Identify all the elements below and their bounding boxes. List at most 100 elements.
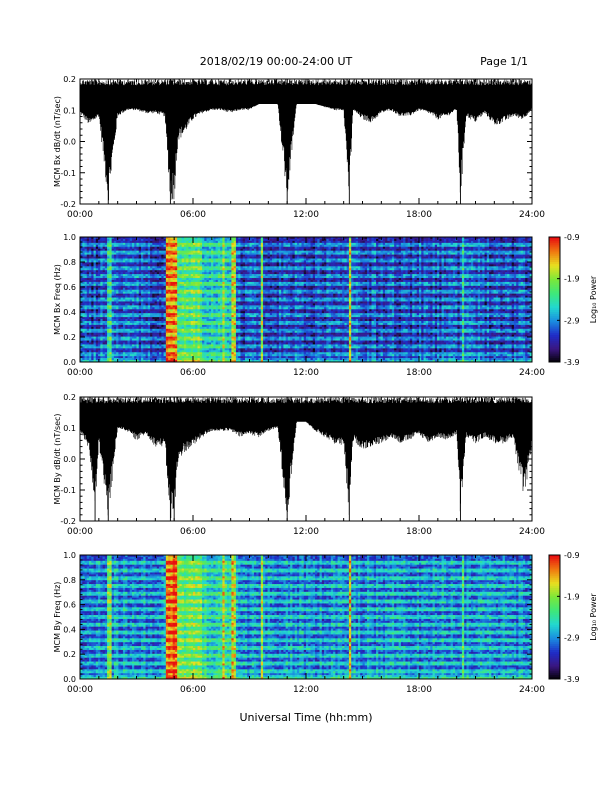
spectrogram-cell — [179, 278, 182, 280]
spectrogram-cell — [109, 260, 112, 262]
spectrogram-cell — [100, 341, 103, 343]
spectrogram-cell — [116, 339, 119, 341]
spectrogram-cell — [211, 342, 214, 344]
spectrogram-cell — [198, 292, 201, 294]
spectrogram-cell — [105, 303, 108, 305]
spectrogram-cell — [159, 255, 162, 257]
spectrogram-cell — [141, 255, 144, 257]
spectrogram-cell — [94, 311, 97, 313]
spectrogram-cell — [100, 278, 103, 280]
spectrogram-cell — [159, 356, 162, 358]
spectrogram-cell — [150, 264, 153, 266]
spectrogram-cell — [107, 249, 110, 251]
spectrogram-cell — [127, 300, 130, 302]
spectrogram-cell — [121, 331, 124, 333]
spectrogram-cell — [204, 323, 207, 325]
spectrogram-cell — [170, 294, 173, 296]
spectrogram-cell — [213, 303, 216, 305]
spectrogram-cell — [87, 333, 90, 335]
spectrogram-cell — [234, 319, 237, 321]
spectrogram-cell — [227, 311, 230, 313]
spectrogram-cell — [204, 280, 207, 282]
spectrogram-cell — [166, 346, 169, 348]
spectrogram-cell — [186, 278, 189, 280]
spectrogram-cell — [240, 333, 243, 335]
spectrogram-cell — [204, 282, 207, 284]
spectrogram-cell — [150, 300, 153, 302]
spectrogram-cell — [222, 323, 225, 325]
spectrogram-cell — [193, 270, 196, 272]
spectrogram-cell — [195, 243, 198, 245]
spectrogram-cell — [161, 266, 164, 268]
spectrogram-cell — [216, 323, 219, 325]
spectrogram-cell — [179, 288, 182, 290]
spectrogram-cell — [114, 278, 117, 280]
spectrogram-cell — [179, 311, 182, 313]
spectrogram-cell — [218, 260, 221, 262]
spectrogram-cell — [170, 358, 173, 360]
spectrogram-cell — [173, 253, 176, 255]
spectrogram-cell — [177, 239, 180, 241]
spectrogram-cell — [193, 266, 196, 268]
spectrogram-cell — [137, 335, 140, 337]
spectrogram-cell — [168, 286, 171, 288]
spectrogram-cell — [148, 247, 151, 249]
spectrogram-cell — [94, 288, 97, 290]
spectrogram-cell — [146, 284, 149, 286]
spectrogram-cell — [245, 253, 248, 255]
spectrogram-cell — [236, 301, 239, 303]
spectrogram-cell — [164, 315, 167, 317]
spectrogram-cell — [82, 339, 85, 341]
spectrogram-cell — [177, 245, 180, 247]
spectrogram-cell — [139, 280, 142, 282]
spectrogram-cell — [116, 298, 119, 300]
spectrogram-cell — [157, 358, 160, 360]
spectrogram-cell — [164, 294, 167, 296]
spectrogram-cell — [105, 335, 108, 337]
spectrogram-cell — [209, 350, 212, 352]
spectrogram-cell — [229, 346, 232, 348]
spectrogram-cell — [127, 288, 130, 290]
spectrogram-cell — [236, 309, 239, 311]
spectrogram-cell — [82, 257, 85, 259]
spectrogram-cell — [168, 247, 171, 249]
spectrogram-cell — [238, 296, 241, 298]
spectrogram-cell — [188, 239, 191, 241]
spectrogram-cell — [193, 315, 196, 317]
spectrogram-cell — [134, 335, 137, 337]
spectrogram-cell — [250, 276, 253, 278]
spectrogram-cell — [222, 335, 225, 337]
spectrogram-cell — [191, 249, 194, 251]
spectrogram-cell — [155, 288, 158, 290]
spectrogram-cell — [218, 305, 221, 307]
spectrogram-cell — [123, 305, 126, 307]
spectrogram-cell — [107, 274, 110, 276]
spectrogram-cell — [118, 251, 121, 253]
spectrogram-cell — [148, 303, 151, 305]
spectrogram-cell — [146, 341, 149, 343]
spectrogram-cell — [231, 245, 234, 247]
spectrogram-cell — [209, 354, 212, 356]
spectrogram-cell — [89, 268, 92, 270]
spectrogram-cell — [82, 298, 85, 300]
spectrogram-cell — [179, 290, 182, 292]
spectrogram-cell — [161, 249, 164, 251]
spectrogram-cell — [150, 278, 153, 280]
spectrogram-cell — [186, 290, 189, 292]
spectrogram-cell — [105, 300, 108, 302]
spectrogram-cell — [213, 266, 216, 268]
spectrogram-cell — [114, 296, 117, 298]
spectrogram-cell — [179, 327, 182, 329]
spectrogram-cell — [98, 274, 101, 276]
spectrogram-cell — [247, 292, 250, 294]
spectrogram-cell — [234, 333, 237, 335]
spectrogram-cell — [112, 243, 115, 245]
spectrogram-cell — [146, 358, 149, 360]
spectrogram-cell — [141, 272, 144, 274]
spectrogram-cell — [238, 348, 241, 350]
spectrogram-cell — [191, 280, 194, 282]
spectrogram-cell — [105, 260, 108, 262]
spectrogram-cell — [168, 282, 171, 284]
spectrogram-cell — [170, 327, 173, 329]
spectrogram-cell — [188, 278, 191, 280]
